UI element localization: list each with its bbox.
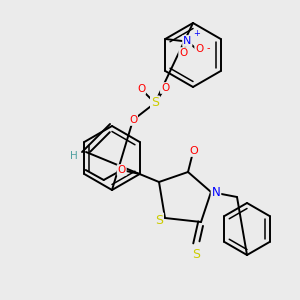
Text: S: S	[151, 97, 159, 110]
Text: O: O	[137, 84, 145, 94]
Text: O: O	[118, 165, 126, 175]
Text: O: O	[161, 83, 169, 93]
Text: O: O	[195, 44, 203, 54]
Text: O: O	[179, 48, 188, 58]
Text: S: S	[155, 214, 163, 226]
Text: S: S	[192, 248, 200, 260]
Text: N: N	[183, 36, 191, 46]
Text: +: +	[193, 29, 200, 38]
Text: H: H	[70, 151, 78, 161]
Text: O: O	[190, 146, 198, 156]
Text: O: O	[129, 115, 137, 125]
Text: N: N	[212, 185, 220, 199]
Text: -: -	[206, 43, 210, 53]
